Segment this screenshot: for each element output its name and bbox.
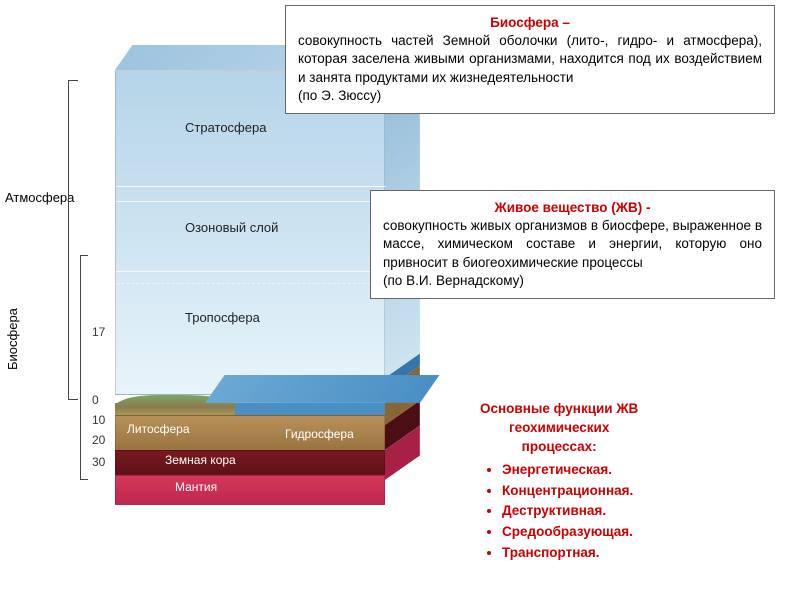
list-item: Транспортная.: [502, 544, 638, 563]
functions-title-line1: Основные функции ЖВ: [480, 401, 638, 416]
mantle-layer: [115, 475, 385, 505]
bracket-biosphere: [80, 255, 88, 480]
scale-30: 30: [92, 455, 105, 469]
list-item: Энергетическая.: [502, 461, 638, 480]
label-hydrosphere: Гидросфера: [285, 427, 354, 441]
label-stratosphere: Стратосфера: [185, 120, 266, 135]
block3d: Стратосфера Озоновый слой Тропосфера Лит…: [115, 70, 385, 500]
functions-list: Энергетическая. Концентрационная. Дестру…: [480, 461, 638, 563]
label-atmosphere: Атмосфера: [5, 190, 74, 205]
scale-0: 0: [92, 393, 99, 407]
list-item: Средообразующая.: [502, 523, 638, 542]
functions-title-line2: геохимических: [509, 420, 609, 435]
biosphere-diagram-page: Атмосфера Биосфера 17 0 10 20 30: [0, 0, 800, 600]
scale-17: 17: [92, 325, 105, 339]
bracket-atmosphere: [68, 80, 78, 400]
biosphere-attrib: (по Э. Зюссу): [298, 88, 381, 103]
scale-20: 20: [92, 433, 105, 447]
living-matter-text: совокупность живых организмов в биосфере…: [383, 218, 762, 269]
list-item: Деструктивная.: [502, 502, 638, 521]
definition-biosphere: Биосфера – совокупность частей Земной об…: [285, 5, 775, 114]
list-item: Концентрационная.: [502, 482, 638, 501]
water-surface: [205, 375, 440, 403]
living-matter-title: Живое вещество (ЖВ) -: [383, 199, 762, 217]
living-matter-attrib: (по В.И. Вернадскому): [383, 273, 524, 288]
functions-title-line3: процессах:: [522, 439, 597, 454]
label-ozone: Озоновый слой: [185, 220, 278, 235]
label-crust: Земная кора: [165, 453, 236, 467]
ozone-line-dashed: [116, 283, 386, 284]
definition-living-matter: Живое вещество (ЖВ) - совокупность живых…: [370, 190, 775, 299]
ozone-line: [116, 201, 386, 202]
functions-box: Основные функции ЖВ геохимических процес…: [480, 400, 638, 565]
scale-10: 10: [92, 413, 105, 427]
label-lithosphere: Литосфера: [127, 422, 190, 436]
biosphere-text: совокупность частей Земной оболочки (лит…: [298, 33, 762, 84]
ozone-line: [116, 271, 386, 272]
functions-title: Основные функции ЖВ геохимических процес…: [480, 400, 638, 457]
label-troposphere: Тропосфера: [185, 310, 260, 325]
biosphere-title: Биосфера –: [298, 14, 762, 32]
label-biosphere: Биосфера: [5, 308, 20, 370]
label-mantle: Мантия: [175, 480, 217, 494]
earth-layers-diagram: Стратосфера Озоновый слой Тропосфера Лит…: [115, 70, 395, 510]
crust-layer: [115, 450, 385, 475]
ozone-line: [116, 186, 386, 187]
